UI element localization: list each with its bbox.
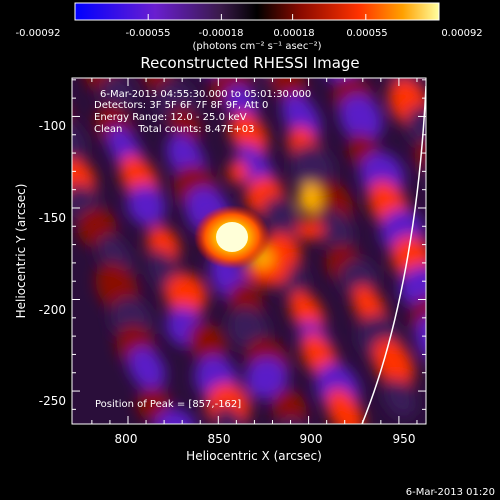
colorbar-unit-label: (photons cm⁻² s⁻¹ asec⁻²) bbox=[192, 41, 321, 52]
heatmap-lobe bbox=[447, 77, 493, 126]
x-tick-label-950: 950 bbox=[393, 432, 416, 446]
heatmap-lobe bbox=[67, 22, 121, 78]
heatmap-lobe bbox=[128, 347, 166, 391]
plot-frame bbox=[71, 77, 427, 425]
heatmap-lobe bbox=[406, 105, 426, 154]
y-tick-label-minus150: -150 bbox=[39, 211, 66, 225]
heatmap-lobe bbox=[478, 160, 500, 227]
heatmap-lobe bbox=[372, 338, 415, 389]
colorbar-tick-3: 0.00018 bbox=[273, 28, 314, 39]
heatmap-bright-lobe bbox=[296, 220, 324, 240]
y-axis-label: Heliocentric Y (arcsec) bbox=[14, 184, 28, 319]
heatmap-lobe bbox=[326, 388, 364, 424]
heatmap-lobe bbox=[453, 105, 500, 168]
heatmap-lobe bbox=[126, 184, 166, 226]
heatmap-lobe bbox=[435, 45, 497, 110]
heatmap-lobe bbox=[460, 295, 500, 349]
heatmap-lobe bbox=[427, 176, 486, 238]
heatmap-lobe bbox=[461, 130, 500, 182]
heatmap-lobe bbox=[477, 0, 500, 50]
colorbar-tick-1: -0.00055 bbox=[126, 28, 171, 39]
heatmap-lobe bbox=[490, 193, 500, 255]
heatmap-lobe bbox=[99, 78, 135, 112]
heatmap-lobe bbox=[214, 405, 251, 424]
heatmap-lobe bbox=[0, 0, 28, 5]
heatmap-lobe bbox=[495, 219, 500, 280]
heatmap-lobe bbox=[263, 196, 299, 240]
heatmap-lobe bbox=[444, 216, 488, 263]
colorbar: -0.00092 -0.00055 -0.00018 0.00018 0.000… bbox=[16, 2, 483, 52]
heatmap-lobe bbox=[383, 378, 417, 418]
heatmap-lobe bbox=[154, 408, 196, 424]
colorbar-gradient bbox=[74, 2, 440, 21]
heatmap-bright-lobe bbox=[228, 160, 248, 184]
heatmap-lobe bbox=[271, 388, 307, 424]
y-tick-label-minus250: -250 bbox=[39, 394, 66, 408]
colorbar-tick-0: -0.00092 bbox=[16, 28, 61, 39]
heatmap-lobe bbox=[19, 60, 74, 119]
y-tick-label-minus100: -100 bbox=[39, 119, 66, 133]
heatmap-lobe bbox=[290, 144, 334, 192]
heatmap-lobe bbox=[339, 94, 383, 143]
heatmap-lobe bbox=[188, 322, 227, 367]
heatmap-peak-core bbox=[216, 222, 248, 252]
colorbar-tick-5: 0.00092 bbox=[441, 28, 482, 39]
heatmap-lobe bbox=[318, 209, 354, 252]
annotation-energy-range: Energy Range: 12.0 - 25.0 keV bbox=[94, 112, 247, 123]
axis-ticks bbox=[72, 78, 426, 424]
y-tick-label-minus200: -200 bbox=[39, 303, 66, 317]
heatmap-lobe bbox=[245, 357, 288, 400]
heatmap-bright-lobe bbox=[298, 182, 322, 214]
heatmap-lobe bbox=[414, 139, 426, 187]
x-axis-label: Heliocentric X (arcsec) bbox=[186, 449, 322, 463]
heatmap-lobe bbox=[160, 458, 215, 500]
heatmap-lobe bbox=[17, 39, 69, 97]
footer-timestamp: 6-Mar-2013 01:20 bbox=[406, 487, 495, 498]
annotation-total-counts: Clean Total counts: 8.47E+03 bbox=[94, 124, 254, 135]
heatmap-lobe bbox=[478, 335, 500, 384]
annotation-detectors: Detectors: 3F 5F 6F 7F 8F 9F, Att 0 bbox=[94, 100, 268, 111]
heatmap-lobe bbox=[229, 111, 268, 159]
heatmap-lobe bbox=[165, 273, 207, 317]
x-tick-label-900: 900 bbox=[300, 432, 323, 446]
annotation-peak-position: Position of Peak = [857,-162] bbox=[95, 399, 241, 410]
heatmap-lobe bbox=[399, 265, 426, 308]
colorbar-ticks bbox=[74, 14, 440, 20]
heatmap-lobe bbox=[72, 118, 86, 166]
annotation-time-range: 6-Mar-2013 04:55:30.000 to 05:01:30.000 bbox=[100, 89, 311, 100]
colorbar-tick-2: -0.00018 bbox=[199, 28, 244, 39]
heatmap-lobe bbox=[431, 346, 477, 397]
x-tick-label-850: 850 bbox=[208, 432, 231, 446]
heatmap-lobe bbox=[440, 237, 489, 292]
x-tick-label-800: 800 bbox=[115, 432, 138, 446]
colorbar-tick-4: 0.00055 bbox=[346, 28, 387, 39]
heatmap-lobe bbox=[461, 276, 500, 325]
chart-title: Reconstructed RHESSI Image bbox=[140, 54, 359, 72]
heatmap-lobe bbox=[221, 438, 274, 496]
